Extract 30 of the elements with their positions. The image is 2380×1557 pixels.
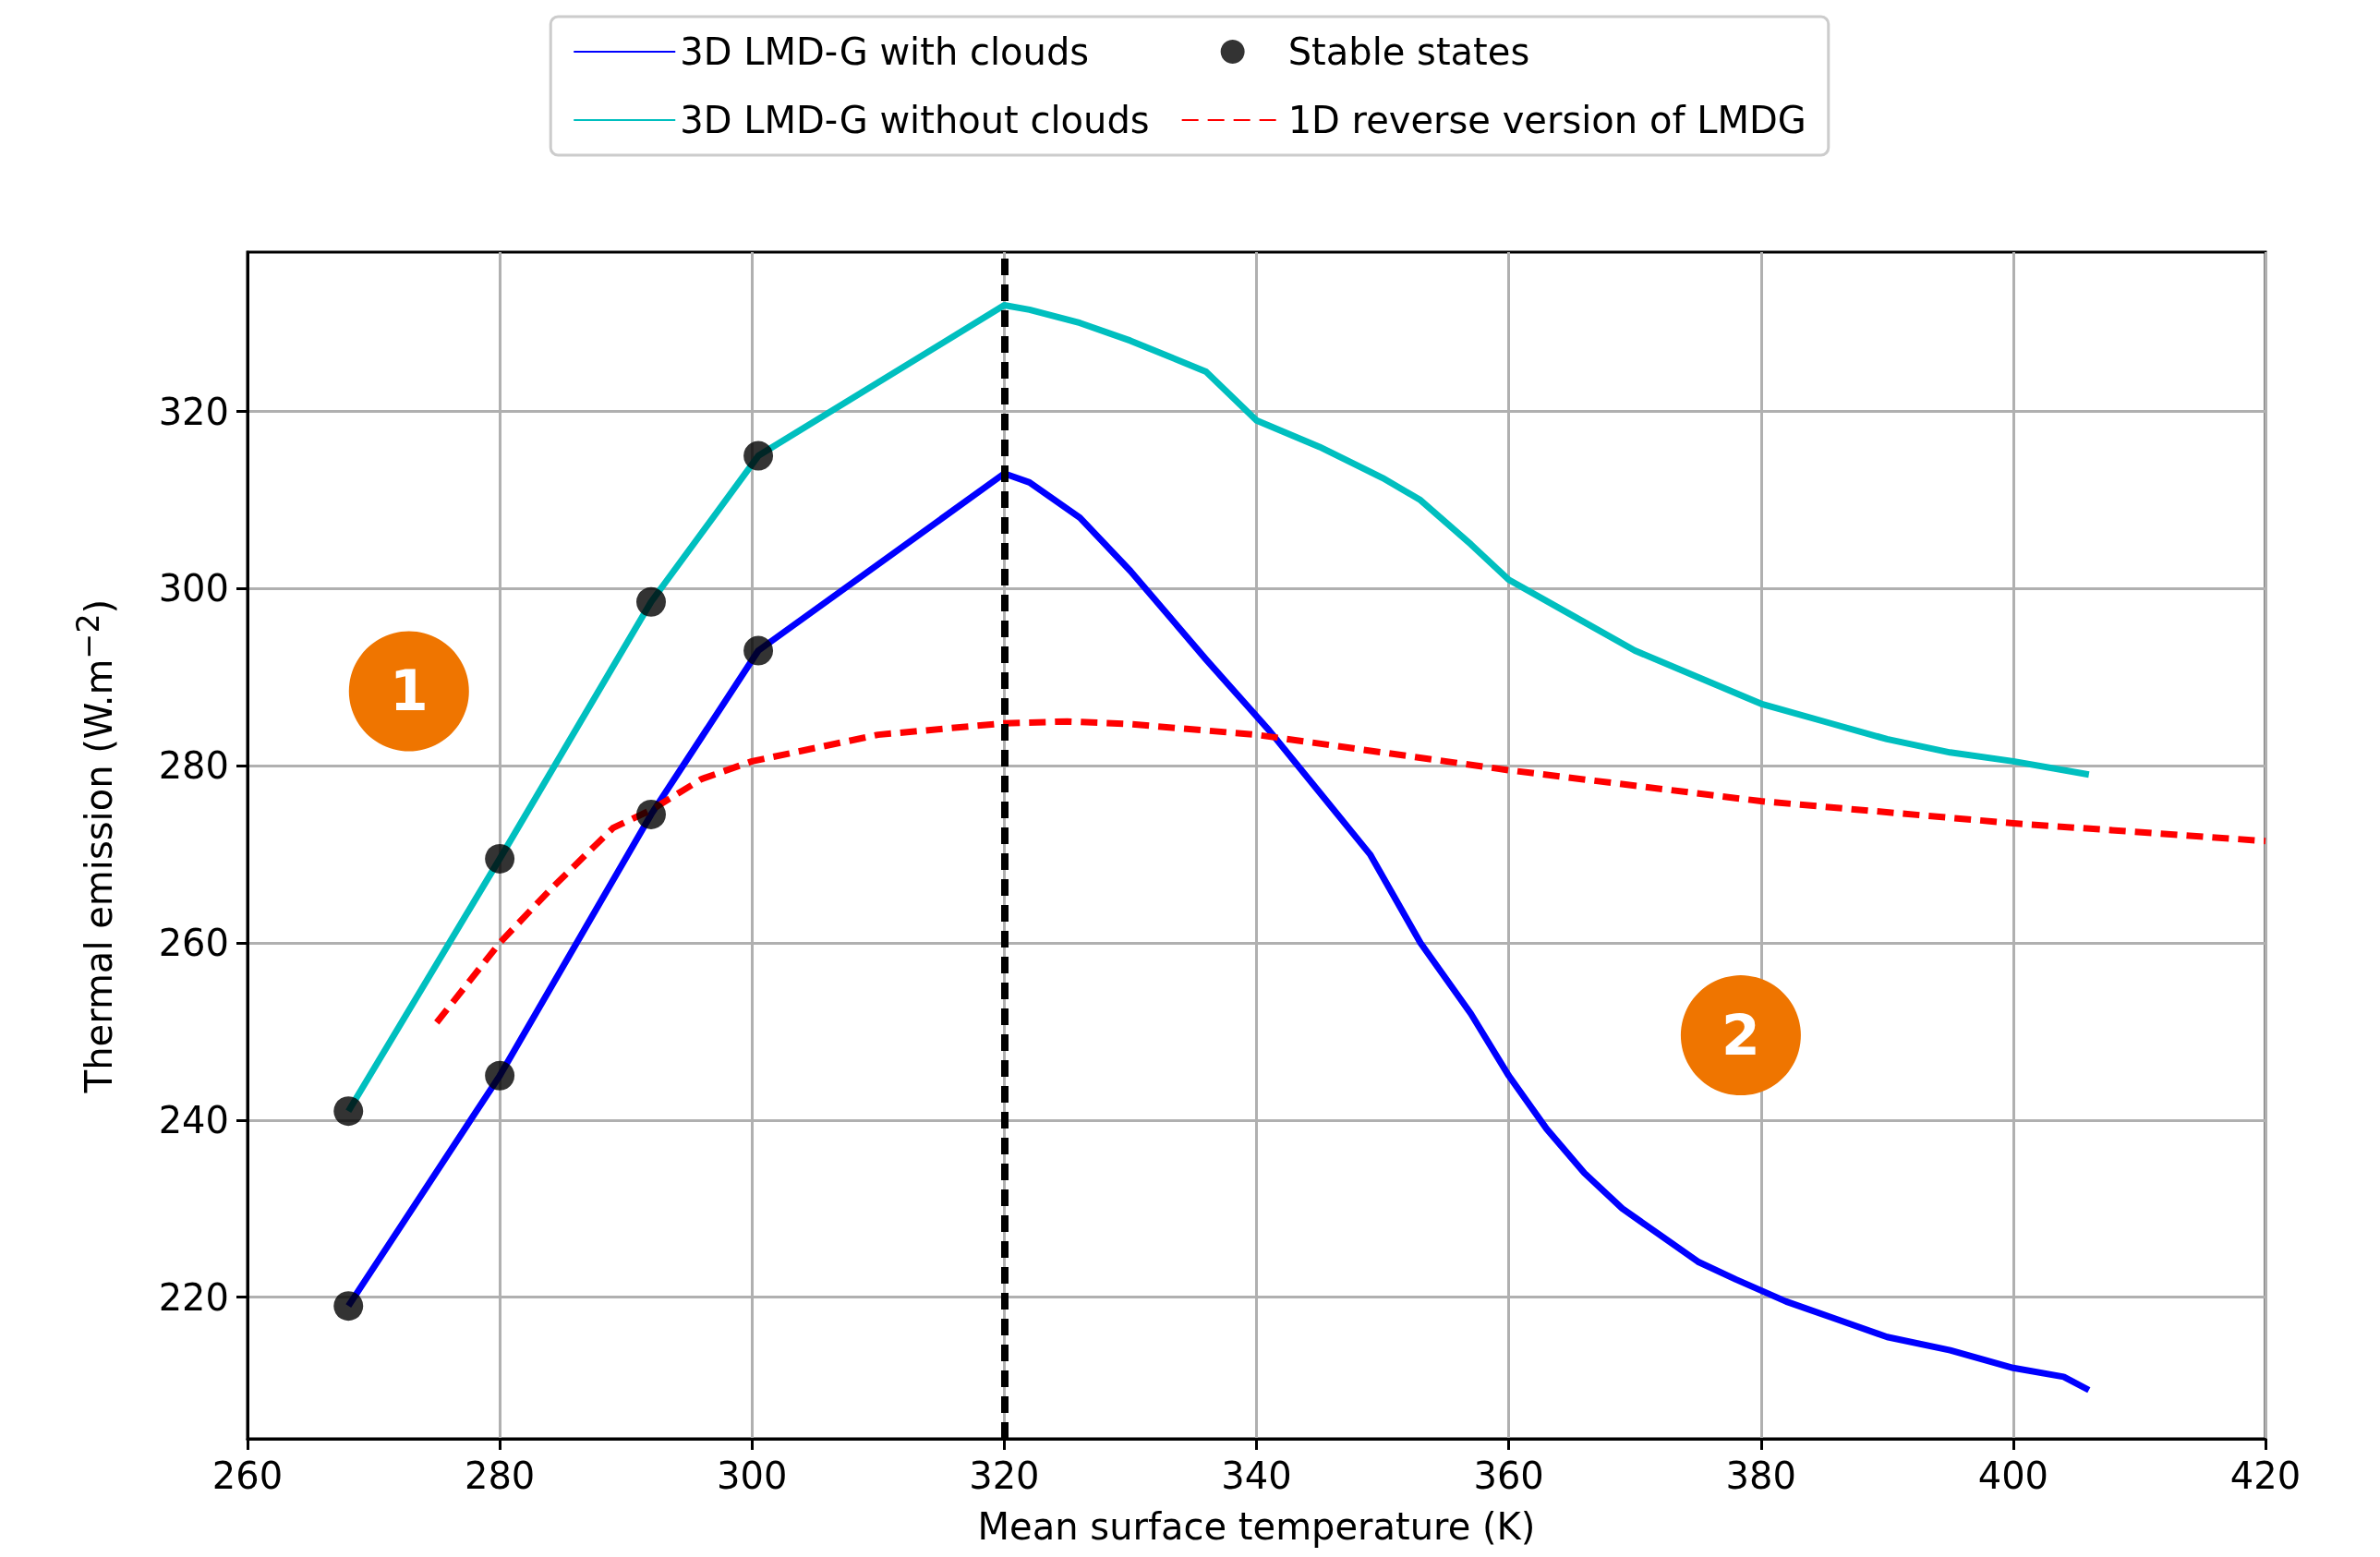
y-tick-label: 260 [158, 921, 229, 964]
point [636, 586, 666, 617]
y-tick-label: 320 [158, 390, 229, 433]
y-tick-label: 220 [158, 1275, 229, 1319]
legend-label: 1D reverse version of LMDG [1287, 99, 1806, 141]
x-tick-label: 380 [1725, 1454, 1796, 1497]
legend-label: 3D LMD-G without clouds [680, 99, 1150, 141]
point [333, 1096, 364, 1127]
x-tick-label: 360 [1473, 1454, 1544, 1497]
legend-label: Stable states [1287, 30, 1530, 73]
annotation: 1 [389, 658, 429, 724]
point [743, 635, 774, 666]
y-tick-label: 240 [158, 1098, 229, 1141]
y-tick-label: 300 [158, 567, 229, 610]
point [636, 799, 666, 829]
x-tick-label: 340 [1221, 1454, 1292, 1497]
annotation: 2 [1722, 1003, 1760, 1068]
x-tick-label: 280 [464, 1454, 536, 1497]
x-tick-label: 260 [211, 1454, 284, 1497]
x-tick-label: 420 [2229, 1454, 2301, 1497]
y-tick-label: 280 [158, 744, 229, 788]
point [485, 1060, 515, 1091]
point [485, 843, 515, 874]
legend-label: 3D LMD-G with clouds [680, 30, 1090, 73]
x-tick-label: 300 [717, 1454, 788, 1497]
point [743, 441, 774, 471]
point [333, 1291, 364, 1322]
x-axis-title: Mean surface temperature (K) [977, 1505, 1536, 1548]
x-tick-label: 320 [969, 1454, 1040, 1497]
x-tick-label: 400 [1977, 1454, 2049, 1497]
